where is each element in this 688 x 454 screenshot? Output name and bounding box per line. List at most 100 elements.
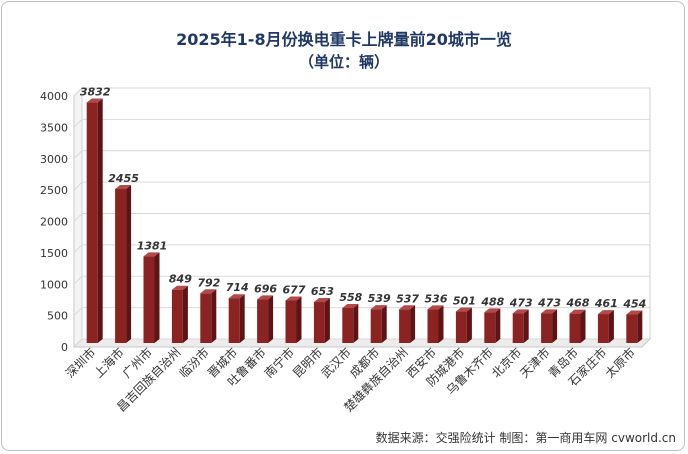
bar xyxy=(569,313,581,343)
data-label: 536 xyxy=(425,292,448,305)
gridline-side xyxy=(73,213,83,222)
bar-side xyxy=(296,296,302,343)
bar-top xyxy=(86,98,103,103)
bar-side xyxy=(381,305,387,343)
data-label: 488 xyxy=(480,295,504,308)
x-tick-label: 南宁市 xyxy=(261,345,297,381)
data-label: 539 xyxy=(368,292,391,305)
bar-side xyxy=(268,295,274,343)
y-tick-label: 1500 xyxy=(40,247,68,260)
chart-subtitle: （单位：辆） xyxy=(298,53,389,71)
chart-title: 2025年1-8月份换电重卡上牌量前20城市一览 xyxy=(176,30,512,49)
gridline-side xyxy=(73,338,83,348)
bar-top xyxy=(285,296,302,301)
bar-side xyxy=(353,303,359,343)
x-tick-label: 北京市 xyxy=(488,345,524,381)
bar-side xyxy=(608,310,614,343)
data-label: 558 xyxy=(339,291,362,304)
bar xyxy=(484,312,496,343)
bar-side xyxy=(182,285,188,343)
bar-top xyxy=(512,309,529,314)
bar xyxy=(512,313,524,343)
x-tick-label: 昆明市 xyxy=(289,345,325,381)
bar-side xyxy=(97,98,103,344)
bar xyxy=(257,299,269,343)
bar xyxy=(115,188,127,343)
data-label: 473 xyxy=(537,296,561,309)
floor xyxy=(72,338,652,348)
bar xyxy=(370,309,382,343)
data-label: 454 xyxy=(622,298,646,311)
bar-side xyxy=(239,294,245,343)
bar xyxy=(228,298,240,343)
x-tick-label: 天津市 xyxy=(517,345,553,381)
bar-top xyxy=(171,285,188,290)
data-label: 792 xyxy=(197,276,220,289)
gridline-side xyxy=(73,87,83,97)
bar-side xyxy=(410,305,416,343)
data-label: 468 xyxy=(566,297,590,310)
data-label: 537 xyxy=(396,292,419,305)
bar xyxy=(455,311,467,343)
bar xyxy=(427,309,439,343)
bar-top xyxy=(484,308,501,313)
gridline-side xyxy=(73,275,83,285)
gridline-side xyxy=(73,119,83,128)
bar-top xyxy=(228,294,245,299)
bar-top xyxy=(541,309,558,314)
x-tick-label: 上海市 xyxy=(91,345,127,381)
bar-side xyxy=(154,252,160,343)
data-label: 501 xyxy=(453,295,476,308)
y-tick-label: 3500 xyxy=(40,121,68,134)
data-label: 653 xyxy=(311,285,334,298)
bar xyxy=(171,289,183,343)
x-tick-label: 武汉市 xyxy=(318,345,354,381)
bar-side xyxy=(211,289,217,343)
gridline-side xyxy=(73,244,83,254)
bar xyxy=(285,300,297,343)
bar xyxy=(342,307,354,343)
data-label: 3832 xyxy=(80,86,111,99)
y-tick-label: 500 xyxy=(47,310,68,323)
bar-top xyxy=(143,252,160,257)
bar-top xyxy=(200,289,217,294)
bar xyxy=(626,314,638,343)
bar xyxy=(541,313,553,343)
bar-top xyxy=(370,305,387,310)
bar-side xyxy=(438,305,444,343)
gridline-side xyxy=(73,150,83,160)
source-note: 数据来源：交强险统计 制图：第一商用车网 cvworld.cn xyxy=(375,431,676,445)
bar-top xyxy=(455,307,472,312)
data-label: 696 xyxy=(254,282,277,295)
data-label: 1381 xyxy=(137,239,168,252)
bar-side xyxy=(324,298,330,343)
y-tick-label: 3000 xyxy=(40,153,68,166)
x-tick-label: 太原市 xyxy=(602,345,638,381)
bar xyxy=(86,102,98,344)
data-label: 473 xyxy=(509,296,533,309)
data-label: 2455 xyxy=(108,172,139,185)
y-tick-label: 4000 xyxy=(40,90,68,103)
bar-top xyxy=(342,303,359,308)
bar-side xyxy=(637,310,643,343)
bar xyxy=(313,302,325,343)
bar-top xyxy=(257,295,274,300)
bar-side xyxy=(466,307,472,343)
bar-side xyxy=(552,309,558,343)
data-label: 461 xyxy=(594,297,618,310)
y-tick-label: 1000 xyxy=(40,278,68,291)
bar-side xyxy=(580,309,586,343)
bar xyxy=(200,293,212,343)
bar-top xyxy=(115,184,132,189)
data-label: 677 xyxy=(283,284,306,297)
bar xyxy=(143,256,155,343)
data-label: 714 xyxy=(226,281,249,294)
bar-top xyxy=(427,305,444,310)
bar-top xyxy=(399,305,416,310)
y-tick-label: 0 xyxy=(61,341,68,354)
bar xyxy=(399,309,411,343)
bar-side xyxy=(495,308,501,343)
bar xyxy=(597,314,609,343)
bar-side xyxy=(523,309,529,343)
